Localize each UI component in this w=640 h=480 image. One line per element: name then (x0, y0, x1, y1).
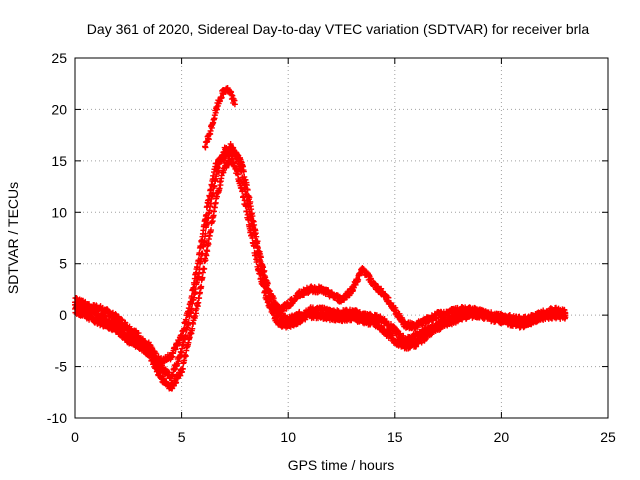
data-point (179, 365, 186, 372)
data-point (201, 265, 208, 272)
data-point (94, 307, 101, 314)
data-point (562, 310, 569, 317)
data-point (210, 175, 217, 182)
data-point (177, 372, 184, 379)
data-point (191, 281, 198, 288)
data-point (205, 136, 212, 143)
x-tick-label: 20 (494, 429, 510, 445)
y-tick-label: -10 (47, 410, 67, 426)
data-point (203, 211, 210, 218)
x-axis-label: GPS time / hours (288, 457, 395, 473)
data-point (240, 168, 247, 175)
data-point (197, 243, 204, 250)
data-point (254, 238, 261, 245)
data-point (182, 353, 189, 360)
data-point (261, 267, 268, 274)
y-axis-label: SDTVAR / TECUs (5, 182, 21, 294)
series-layer (72, 84, 569, 392)
data-point (218, 94, 225, 101)
y-tick-label: 15 (51, 153, 67, 169)
y-tick-label: 10 (51, 204, 67, 220)
data-point (188, 293, 195, 300)
data-point (257, 254, 264, 261)
series-track-2 (72, 155, 569, 392)
data-point (181, 325, 188, 332)
data-point (203, 252, 210, 259)
data-point (202, 144, 209, 151)
data-point (264, 280, 271, 287)
data-point (202, 257, 209, 264)
data-point (400, 332, 407, 339)
data-point (231, 101, 238, 108)
data-point (216, 185, 223, 192)
data-point (204, 248, 211, 255)
y-tick-label: 25 (51, 50, 67, 66)
data-point (433, 315, 440, 322)
data-point (251, 243, 258, 250)
data-point (153, 363, 160, 370)
x-tick-label: 10 (280, 429, 296, 445)
data-point (280, 307, 287, 314)
data-point (385, 294, 392, 301)
data-point (189, 325, 196, 332)
data-point (195, 257, 202, 264)
x-tick-label: 0 (71, 429, 79, 445)
data-point (192, 313, 199, 320)
plot-frame (74, 57, 609, 419)
data-point (244, 186, 251, 193)
data-point (170, 371, 177, 378)
chart-title: Day 361 of 2020, Sidereal Day-to-day VTE… (87, 21, 590, 37)
series-track-4 (202, 84, 238, 151)
y-tick-label: -5 (55, 359, 68, 375)
data-point (208, 187, 215, 194)
data-point (208, 227, 215, 234)
data-point (288, 301, 295, 308)
data-point (185, 310, 192, 317)
data-point (183, 318, 190, 325)
data-point (213, 106, 220, 113)
data-point (227, 140, 234, 147)
y-tick-label: 20 (51, 101, 67, 117)
y-tick-label: 0 (59, 307, 67, 323)
data-point (248, 206, 255, 213)
data-point (173, 379, 180, 386)
data-point (273, 313, 280, 320)
data-point (239, 187, 246, 194)
data-point (243, 208, 250, 215)
x-tick-label: 5 (178, 429, 186, 445)
data-point (283, 305, 290, 312)
tick-layer: 0 5 10 15 20 25 -10 -5 0 5 10 15 20 25 (47, 50, 616, 445)
data-point (246, 194, 253, 201)
y-tick-label: 5 (59, 256, 67, 272)
series-track-3 (72, 145, 569, 367)
data-point (205, 241, 212, 248)
data-point (196, 250, 203, 257)
data-point (436, 326, 443, 333)
data-point (254, 256, 261, 263)
data-point (260, 283, 267, 290)
data-point (198, 283, 205, 290)
x-tick-label: 25 (600, 429, 616, 445)
data-point (135, 330, 142, 337)
x-tick-label: 15 (387, 429, 403, 445)
data-point (206, 193, 213, 200)
